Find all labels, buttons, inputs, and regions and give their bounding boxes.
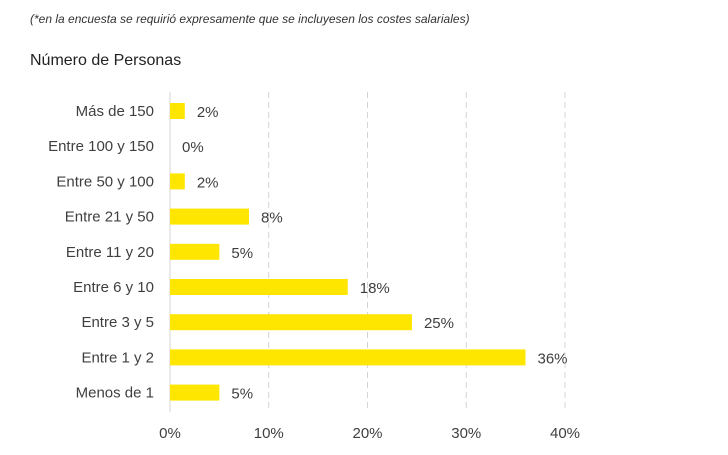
x-tick-label: 0% xyxy=(159,425,181,442)
category-label: Entre 21 y 50 xyxy=(65,209,154,226)
bars xyxy=(170,103,526,401)
data-label: 0% xyxy=(182,139,204,156)
bar xyxy=(170,173,185,190)
data-label: 8% xyxy=(261,210,283,227)
data-label: 18% xyxy=(360,280,390,297)
bar xyxy=(170,103,185,119)
data-label: 5% xyxy=(231,245,253,262)
category-label: Entre 1 y 2 xyxy=(81,349,154,366)
category-label: Entre 100 y 150 xyxy=(48,138,154,155)
category-label: Entre 11 y 20 xyxy=(66,244,154,261)
x-tick-label: 20% xyxy=(352,425,382,442)
category-label: Menos de 1 xyxy=(76,385,154,402)
category-labels: Más de 150 Entre 100 y 150 Entre 50 y 100 E… xyxy=(48,103,154,402)
category-label: Más de 150 xyxy=(76,103,154,120)
bar xyxy=(170,314,412,331)
category-label: Entre 3 y 5 xyxy=(81,314,154,331)
data-labels: 2% 0% 2% 8% 5% 18% 25% 36% 5% xyxy=(182,104,568,403)
bar xyxy=(170,208,249,225)
category-label: Entre 50 y 100 xyxy=(56,173,154,190)
x-tick-label: 10% xyxy=(254,425,284,442)
chart-title: Número de Personas xyxy=(30,52,182,69)
bar xyxy=(170,279,348,295)
x-tick-label: 40% xyxy=(550,425,580,442)
data-label: 5% xyxy=(231,386,253,403)
data-label: 2% xyxy=(197,174,219,191)
category-label: Entre 6 y 10 xyxy=(73,279,154,296)
x-tick-label: 30% xyxy=(451,425,481,442)
data-label: 36% xyxy=(538,350,568,367)
bar xyxy=(170,384,220,401)
bar xyxy=(170,243,220,260)
data-label: 2% xyxy=(197,104,219,121)
footnote: (*en la encuesta se requirió expresament… xyxy=(30,12,470,26)
bar xyxy=(170,349,526,366)
data-label: 25% xyxy=(424,315,454,332)
x-axis-ticks: 0% 10% 20% 30% 40% xyxy=(159,425,580,442)
